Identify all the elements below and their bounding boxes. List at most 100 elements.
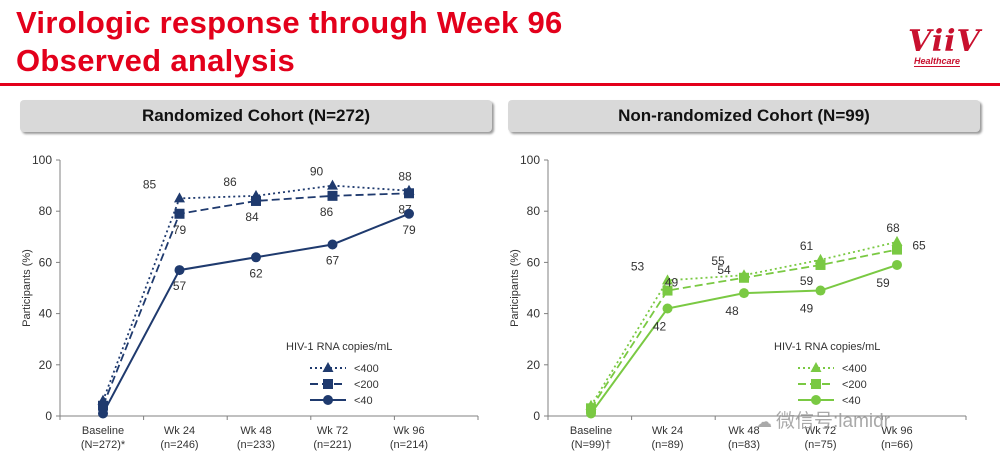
data-point-marker (739, 272, 749, 283)
data-point-marker (404, 208, 414, 219)
data-point-marker (586, 403, 596, 414)
y-tick-label: 100 (32, 153, 52, 167)
legend-label: <200 (354, 379, 379, 391)
legend-marker (323, 395, 333, 405)
chart-svg: 0 20 40 60 80 100 Baseline (N=99)† Wk 24 (n=89) Wk… (509, 153, 967, 451)
legend-label: <200 (842, 379, 867, 391)
data-label: 57 (173, 279, 187, 293)
logo-subtext: Healthcare (914, 56, 961, 67)
y-axis-title: Participants (%) (21, 249, 33, 327)
data-point-marker (815, 259, 826, 270)
x-tick-label: Wk 72 (805, 425, 836, 437)
legend: HIV-1 RNA copies/mL <400 <200 <40 (774, 341, 880, 407)
data-label: 86 (320, 205, 334, 219)
data-point-marker (892, 244, 902, 255)
slide-title-line2: Observed analysis (16, 43, 296, 78)
legend-title: HIV-1 RNA copies/mL (286, 341, 392, 353)
data-point-marker (586, 408, 596, 419)
x-tick-label: Baseline (82, 425, 124, 437)
y-tick-label: 20 (527, 358, 541, 372)
series-line (590, 264, 898, 415)
data-label: 42 (653, 319, 667, 333)
x-tick-label: (n=89) (651, 439, 683, 451)
data-label: 48 (725, 304, 739, 318)
legend-marker (323, 379, 333, 389)
data-label: 61 (800, 239, 814, 253)
y-tick-label: 0 (45, 409, 52, 423)
y-tick-label: 80 (527, 204, 541, 218)
x-tick-label: Wk 96 (881, 425, 912, 437)
randomized-cohort-chart: 0 20 40 60 80 100 Baseline (N=272)* Wk 24 (n=246)… (20, 136, 496, 462)
legend-label: <400 (354, 363, 379, 375)
data-point-marker (662, 285, 673, 296)
data-point-marker (251, 252, 261, 263)
y-tick-label: 60 (527, 255, 541, 269)
logo-word: ViiV (908, 24, 981, 59)
data-point-marker (174, 265, 185, 276)
x-tick-label: Baseline (570, 425, 612, 437)
data-point-marker (662, 274, 673, 285)
nonrandomized-cohort-header: Non-randomized Cohort (N=99) (508, 100, 980, 132)
chart-svg: 0 20 40 60 80 100 Baseline (N=272)* Wk 24 (n=246)… (21, 153, 479, 451)
data-label: 53 (631, 259, 645, 273)
data-label: 62 (249, 266, 263, 280)
y-tick-label: 80 (39, 204, 53, 218)
series-2: 57 62 67 79 (98, 208, 416, 419)
randomized-cohort-panel: Randomized Cohort (N=272) 0 20 40 60 80 100 Ba… (20, 100, 496, 462)
data-label: 79 (173, 223, 187, 237)
y-tick-label: 20 (39, 358, 53, 372)
x-tick-label: (N=272)* (81, 439, 126, 451)
x-tick-label: Wk 48 (240, 425, 271, 437)
data-point-marker (327, 190, 338, 201)
y-axis-title: Participants (%) (509, 249, 521, 327)
wechat-icon: ☁ (756, 414, 772, 431)
x-tick-label: (n=83) (728, 439, 760, 451)
x-tick-label: (n=75) (804, 439, 836, 451)
legend-label: <400 (842, 363, 867, 375)
x-tick-label: (N=99)† (571, 439, 611, 451)
data-point-marker (251, 195, 261, 206)
data-label: 49 (800, 302, 814, 316)
legend-marker (810, 362, 822, 372)
data-label: 86 (223, 175, 237, 189)
data-point-marker (327, 239, 338, 250)
nonrandomized-cohort-panel: Non-randomized Cohort (N=99) 0 20 40 60 80 10… (508, 100, 984, 462)
slide-title: Virologic response through Week 96 Obser… (16, 4, 563, 80)
x-tick-label: (n=66) (881, 439, 913, 451)
nonrandomized-cohort-chart: 0 20 40 60 80 100 Baseline (N=99)† Wk 24 (n=89) Wk… (508, 136, 984, 462)
data-point-marker (98, 408, 108, 419)
x-tick-label: Wk 48 (728, 425, 759, 437)
data-point-marker (662, 303, 673, 314)
legend-marker (322, 362, 334, 372)
legend-title: HIV-1 RNA copies/mL (774, 341, 880, 353)
x-tick-label: Wk 24 (164, 425, 195, 437)
data-point-marker (327, 179, 338, 190)
y-tick-label: 100 (520, 153, 540, 167)
x-tick-label: (n=221) (313, 439, 351, 451)
data-label: 79 (402, 223, 416, 237)
slide-title-line1: Virologic response through Week 96 (16, 5, 563, 40)
data-label: 84 (245, 210, 259, 224)
y-tick-label: 0 (533, 409, 540, 423)
y-tick-label: 40 (39, 307, 53, 321)
series-line (102, 192, 410, 407)
legend-label: <40 (354, 395, 373, 407)
data-label: 88 (398, 170, 412, 184)
data-point-marker (404, 188, 414, 199)
data-point-marker (815, 285, 826, 296)
legend-marker (811, 379, 821, 389)
legend-label: <40 (842, 395, 861, 407)
data-point-marker (892, 259, 902, 270)
x-tick-label: (n=214) (390, 439, 428, 451)
randomized-cohort-header: Randomized Cohort (N=272) (20, 100, 492, 132)
data-label: 65 (912, 239, 926, 253)
x-tick-label: (n=233) (237, 439, 275, 451)
series-line (102, 184, 410, 401)
data-label: 67 (326, 253, 340, 267)
data-label: 54 (717, 263, 731, 277)
title-divider (0, 83, 1000, 86)
x-tick-label: (n=246) (160, 439, 198, 451)
data-label: 59 (876, 276, 890, 290)
series-1: 49 54 59 65 (586, 239, 926, 414)
